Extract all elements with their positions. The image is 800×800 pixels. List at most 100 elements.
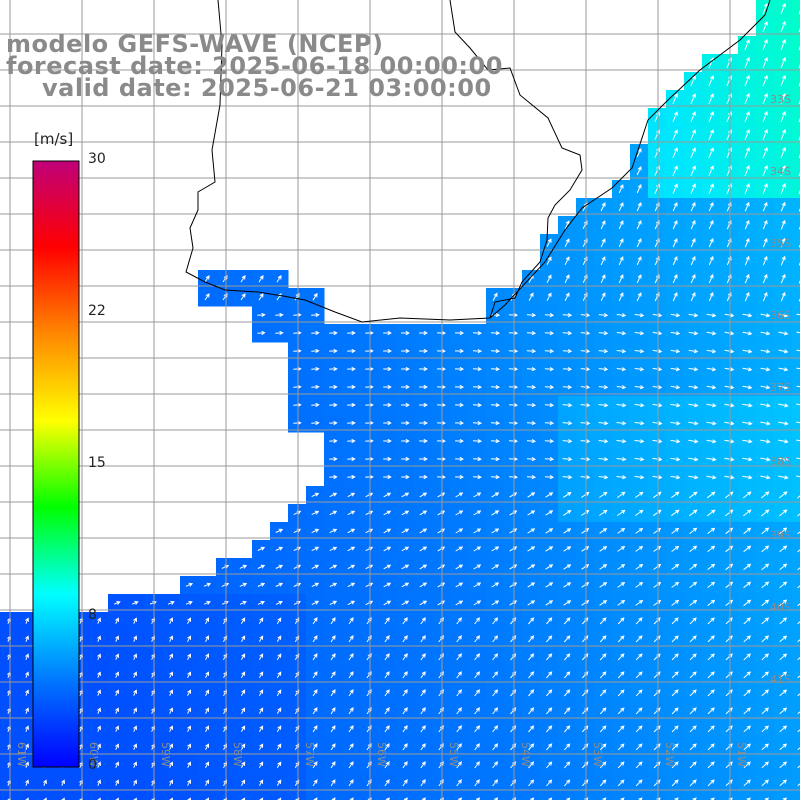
wind-arrow [742,457,753,462]
wind-arrow [312,779,318,787]
wind-arrow [472,330,483,336]
wind-arrow [169,617,173,625]
wind-arrow [707,671,715,679]
wind-arrow [474,761,480,769]
field-cell [288,792,307,800]
field-cell [792,0,800,19]
wind-arrow [672,238,678,248]
wind-arrow [762,21,768,33]
wind-arrow [742,509,752,517]
field-cell [792,756,800,775]
wind-arrow [708,291,714,302]
atlantic-coastline [489,0,771,319]
wind-arrow [312,707,318,715]
wind-arrow [672,292,678,302]
wind-arrow [724,421,735,426]
wind-arrow [473,474,482,480]
wind-arrow [778,313,789,318]
wind-arrow [437,420,446,426]
wind-arrow [293,366,302,372]
wind-arrow [474,743,480,751]
wind-arrow [742,313,753,318]
wind-arrow [689,653,697,661]
wind-arrow [743,743,751,751]
wind-arrow [419,492,428,498]
wind-arrow [545,510,554,516]
wind-arrow [692,797,697,800]
wind-arrow [474,725,481,733]
wind-arrow [690,219,696,230]
wind-arrow [402,617,408,625]
wind-arrow [437,456,446,462]
wind-arrow [527,492,536,498]
wind-arrow [275,600,283,605]
wind-arrow [508,420,519,426]
wind-arrow [778,475,789,480]
wind-arrow [634,331,645,336]
wind-arrow [724,385,735,390]
wind-arrow [455,474,464,480]
wind-arrow [744,237,750,248]
wind-arrow [347,546,356,552]
wind-arrow [599,600,608,606]
wind-arrow [25,653,29,660]
wind-arrow [760,475,771,480]
wind-arrow [546,671,553,679]
wind-arrow [347,600,356,606]
wind-arrow [311,564,320,570]
wind-arrow [258,275,264,283]
wind-arrow [204,275,210,283]
wind-arrow [276,707,282,715]
wind-arrow [419,600,428,606]
wind-arrow [474,689,481,697]
wind-arrow [276,779,282,786]
wind-arrow [456,779,462,787]
wind-arrow [365,456,374,462]
wind-arrow [708,237,714,248]
wind-arrow [760,313,771,318]
wind-arrow [635,491,644,499]
wind-arrow [635,546,644,552]
wind-arrow [311,384,320,390]
wind-arrow [419,546,428,552]
field-cell [432,792,451,800]
wind-arrow [97,743,101,750]
wind-arrow [348,671,354,679]
wind-arrow [708,75,714,87]
wind-arrow [419,582,428,588]
field-cell [792,468,800,487]
wind-arrow [329,420,338,426]
wind-arrow [257,600,265,605]
wind-arrow [508,456,519,462]
wind-arrow [743,653,751,661]
wind-arrow [472,348,483,354]
wind-arrow [598,457,609,462]
field-cell [180,792,199,800]
field-cell [792,666,800,685]
wind-arrow [761,545,770,553]
wind-arrow [329,492,338,498]
wind-arrow [544,384,555,390]
wind-arrow [761,527,770,535]
wind-arrow [472,384,483,390]
wind-arrow [710,797,715,800]
field-cell [594,792,613,800]
wind-arrow [761,689,769,697]
wind-arrow [329,384,338,390]
wind-arrow [490,402,501,408]
wind-arrow [617,599,626,606]
colorbar-tick-0: 0 [88,757,97,773]
lat-label: 41S [770,673,791,686]
wind-arrow [797,729,800,733]
wind-arrow [456,635,462,643]
wind-arrow [293,402,302,408]
wind-arrow [510,707,517,715]
wind-arrow [383,528,392,534]
wind-arrow [616,439,627,444]
field-cell [504,792,523,800]
wind-arrow [636,220,642,230]
wind-arrow [510,671,517,679]
wind-arrow [688,403,699,408]
wind-arrow [617,707,625,715]
wind-arrow [258,671,264,679]
